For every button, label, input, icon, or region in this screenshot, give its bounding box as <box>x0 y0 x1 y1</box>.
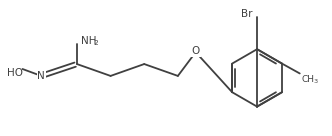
Text: Br: Br <box>241 9 253 19</box>
Text: O: O <box>192 46 200 56</box>
Text: NH: NH <box>81 36 96 46</box>
Text: 2: 2 <box>94 40 99 46</box>
Text: CH: CH <box>302 75 315 84</box>
Text: HO: HO <box>7 68 23 78</box>
Text: 3: 3 <box>314 79 318 84</box>
Text: N: N <box>38 71 45 81</box>
